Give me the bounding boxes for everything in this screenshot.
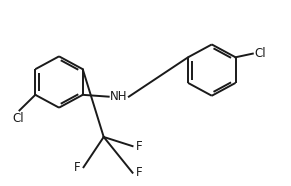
Text: F: F xyxy=(135,140,142,153)
Text: F: F xyxy=(135,166,142,179)
Text: NH: NH xyxy=(110,90,128,103)
Text: Cl: Cl xyxy=(12,112,24,125)
Text: Cl: Cl xyxy=(254,47,266,60)
Text: F: F xyxy=(74,161,81,174)
